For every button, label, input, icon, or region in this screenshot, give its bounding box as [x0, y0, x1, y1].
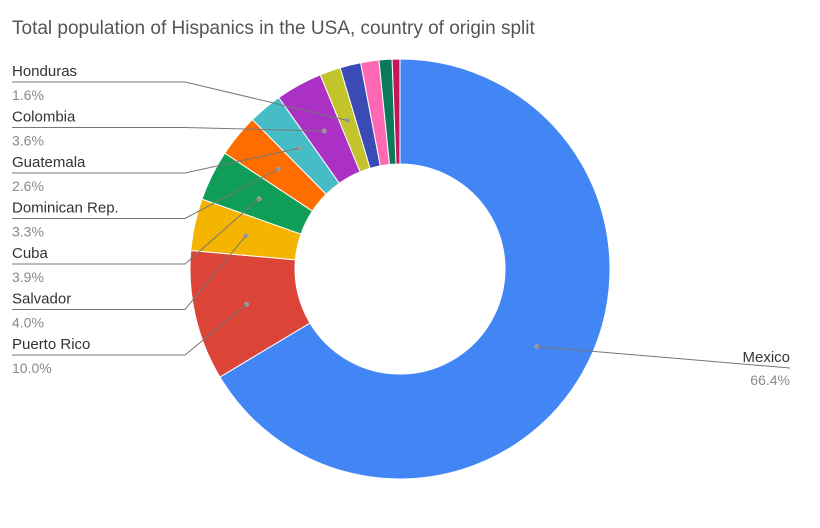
label-colombia: Colombia	[12, 109, 76, 126]
value-label-salvador: 4.0%	[12, 315, 44, 331]
leader-line-cuba	[12, 198, 260, 265]
label-dominican-rep: Dominican Rep.	[12, 200, 119, 217]
label-guatemala: Guatemala	[12, 154, 86, 171]
slice-other-4	[391, 58, 401, 165]
leader-line-honduras	[12, 81, 348, 121]
chart-title: Total population of Hispanics in the USA…	[12, 18, 535, 39]
value-label-guatemala: 2.6%	[12, 178, 44, 194]
leader-line-dominican-rep	[12, 168, 279, 219]
label-salvador: Salvador	[12, 291, 71, 308]
label-cuba: Cuba	[12, 245, 49, 262]
leader-line-guatemala	[12, 147, 299, 174]
leader-line-colombia	[12, 127, 325, 132]
value-label-dominican-rep: 3.3%	[12, 224, 44, 240]
leader-line-salvador	[12, 235, 247, 310]
leader-line-mexico	[537, 346, 791, 369]
value-label-puerto-rico: 10.0%	[12, 360, 52, 376]
value-label-cuba: 3.9%	[12, 269, 44, 285]
label-mexico: Mexico	[742, 349, 790, 366]
label-puerto-rico: Puerto Rico	[12, 336, 90, 353]
leader-line-puerto-rico	[12, 303, 247, 356]
value-label-mexico: 66.4%	[750, 372, 790, 388]
value-label-colombia: 3.6%	[12, 133, 44, 149]
label-honduras: Honduras	[12, 63, 77, 80]
slice-mexico	[219, 58, 611, 480]
value-label-honduras: 1.6%	[12, 87, 44, 103]
